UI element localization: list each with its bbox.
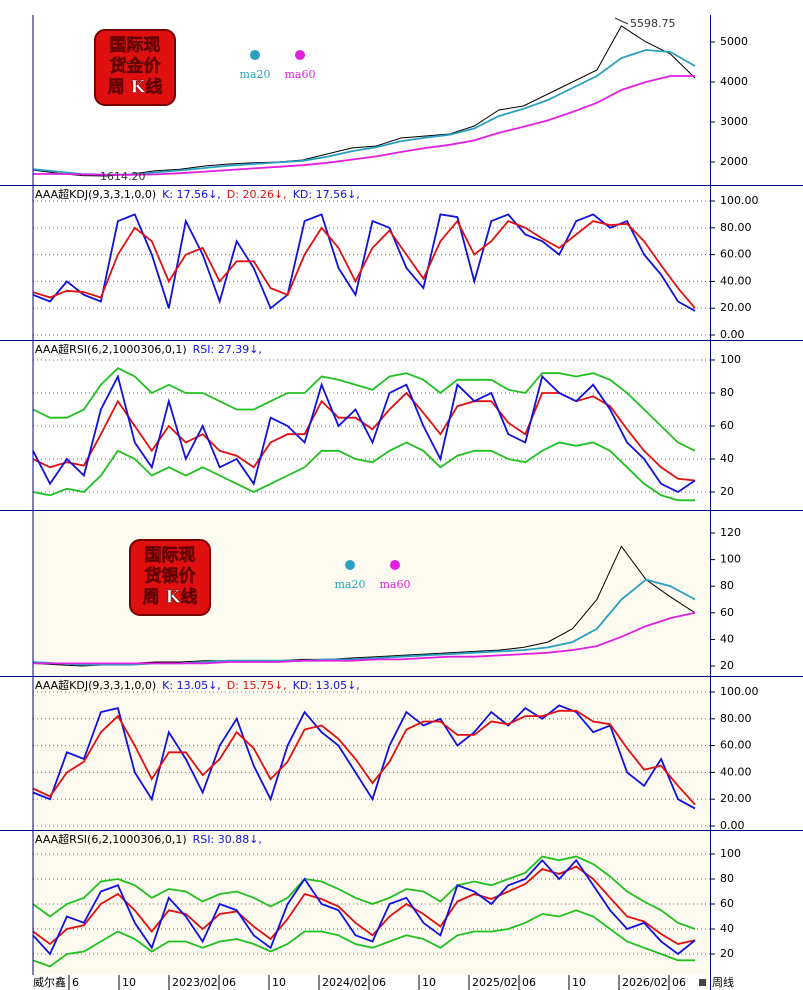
annotation: 1614.20 — [100, 170, 146, 183]
x-tick-label: 2026/02 — [622, 976, 668, 989]
footer-bg — [0, 975, 803, 990]
legend-label: ma60 — [285, 68, 316, 81]
indicator-header: AAA超KDJ(9,3,3,1,0,0) — [35, 187, 156, 201]
indicator-header: D: 15.75↓, — [227, 679, 287, 692]
series-line — [32, 858, 696, 956]
y-tick-label: 100 — [720, 353, 741, 366]
annotation: 5598.75 — [630, 17, 676, 30]
badge-text: 周 K线 — [143, 587, 198, 608]
x-tick-label: 10 — [272, 976, 286, 989]
footer-left: 威尔鑫 — [33, 975, 66, 989]
series-line — [32, 704, 696, 810]
y-tick-label: 40 — [720, 452, 734, 465]
y-tick-label: 20 — [720, 659, 734, 672]
y-tick-label: 3000 — [720, 115, 748, 128]
legend-dot — [345, 560, 355, 570]
y-tick-label: 60 — [720, 606, 734, 619]
y-tick-label: 20 — [720, 485, 734, 498]
legend-label: ma20 — [240, 68, 271, 81]
series-line — [32, 373, 696, 494]
series-line — [32, 25, 696, 177]
badge-text: 货金价 — [110, 56, 162, 77]
y-tick-label: 120 — [720, 526, 741, 539]
y-tick-label: 60.00 — [720, 739, 752, 752]
indicator-header: KD: 17.56↓, — [293, 188, 360, 201]
y-tick-label: 80.00 — [720, 221, 752, 234]
badge-text: 货银价 — [145, 566, 197, 587]
lock-icon — [699, 979, 706, 986]
legend-label: ma60 — [380, 578, 411, 591]
series-line — [32, 709, 696, 806]
x-tick-label: 06 — [222, 976, 236, 989]
indicator-header: AAA超RSI(6,2,1000306,0,1) — [35, 342, 187, 356]
y-tick-label: 100.00 — [720, 194, 759, 207]
badge-text: 国际现 — [110, 36, 161, 56]
series-line — [32, 391, 696, 482]
y-tick-label: 100.00 — [720, 685, 759, 698]
y-tick-label: 40 — [720, 632, 734, 645]
x-tick-label: 6 — [72, 976, 79, 989]
indicator-header: K: 13.05↓, — [162, 679, 221, 692]
y-tick-label: 40 — [720, 922, 734, 935]
indicator-header: K: 17.56↓, — [162, 188, 221, 201]
y-tick-label: 80 — [720, 386, 734, 399]
footer-right: 周线 — [712, 975, 734, 989]
series-line — [32, 441, 695, 502]
indicator-header: RSI: 30.88↓, — [193, 833, 262, 846]
series-line — [32, 855, 696, 930]
x-tick-label: 06 — [672, 976, 686, 989]
series-line — [33, 75, 695, 176]
x-tick-label: 06 — [372, 976, 386, 989]
series-line — [33, 611, 696, 665]
y-tick-label: 4000 — [720, 75, 748, 88]
legend-dot — [295, 50, 305, 60]
y-tick-label: 60.00 — [720, 248, 752, 261]
indicator-header: KD: 13.05↓, — [293, 679, 360, 692]
y-tick-label: 80 — [720, 579, 734, 592]
y-tick-label: 60 — [720, 419, 734, 432]
indicator-header: AAA超RSI(6,2,1000306,0,1) — [35, 832, 187, 846]
series-line — [32, 49, 696, 176]
legend-dot — [250, 50, 260, 60]
x-tick-label: 2025/02 — [472, 976, 518, 989]
legend-label: ma20 — [335, 578, 366, 591]
x-tick-label: 2024/02 — [322, 976, 368, 989]
indicator-header: RSI: 27.39↓, — [193, 343, 262, 356]
badge — [94, 29, 176, 106]
badge-text: 国际现 — [145, 546, 196, 566]
y-tick-label: 40.00 — [720, 274, 752, 287]
series-line — [32, 909, 695, 968]
y-tick-label: 40.00 — [720, 765, 752, 778]
y-tick-label: 100 — [720, 847, 741, 860]
x-tick-label: 10 — [422, 976, 436, 989]
y-tick-label: 100 — [720, 553, 741, 566]
y-tick-label: 0.00 — [720, 819, 745, 832]
y-tick-label: 5000 — [720, 35, 748, 48]
y-tick-label: 20 — [720, 947, 734, 960]
annotation-pointer — [614, 17, 629, 25]
badge — [129, 539, 211, 616]
y-tick-label: 80.00 — [720, 712, 752, 725]
y-tick-label: 60 — [720, 897, 734, 910]
legend-dot — [390, 560, 400, 570]
y-tick-label: 20.00 — [720, 301, 752, 314]
y-tick-label: 20.00 — [720, 792, 752, 805]
x-tick-label: 10 — [122, 976, 136, 989]
badge-text: 周 K线 — [108, 77, 163, 98]
indicator-header: AAA超KDJ(9,3,3,1,0,0) — [35, 678, 156, 692]
indicator-header: D: 20.26↓, — [227, 188, 287, 201]
y-tick-label: 0.00 — [720, 328, 745, 341]
y-tick-label: 2000 — [720, 155, 748, 168]
x-tick-label: 06 — [522, 976, 536, 989]
series-line — [32, 367, 696, 452]
series-line — [32, 219, 696, 309]
y-tick-label: 80 — [720, 872, 734, 885]
x-tick-label: 10 — [572, 976, 586, 989]
x-tick-label: 2023/02 — [172, 976, 218, 989]
